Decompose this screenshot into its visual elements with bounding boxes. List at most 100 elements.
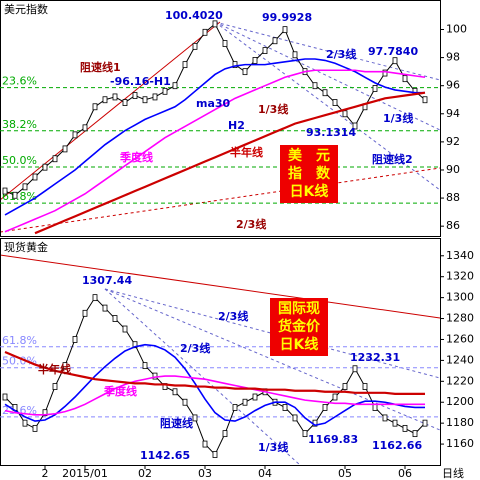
candle xyxy=(282,404,288,411)
candle xyxy=(412,430,418,438)
candle xyxy=(182,398,188,406)
annotation: 2/3线 xyxy=(218,309,248,323)
annotation: 季度线 xyxy=(103,384,137,398)
panel-title: 现货黄金 xyxy=(4,240,48,254)
candle xyxy=(72,336,78,343)
candle xyxy=(212,20,218,28)
x-tick-label: 2 xyxy=(42,467,49,480)
candle xyxy=(172,388,178,396)
candle xyxy=(252,57,258,64)
candle xyxy=(242,398,248,406)
y-tick-label: 1240 xyxy=(446,353,474,366)
fib-label: 50.0% xyxy=(2,355,37,368)
y-tick-label: 1260 xyxy=(446,332,474,345)
candle xyxy=(342,110,348,118)
candle xyxy=(172,82,178,90)
candle xyxy=(202,440,208,448)
y-tick-label: 1300 xyxy=(446,291,474,304)
candle xyxy=(22,183,28,191)
candle xyxy=(142,96,148,104)
candle xyxy=(92,294,98,302)
annotation: H2 xyxy=(228,119,245,132)
candle xyxy=(22,419,28,427)
candle xyxy=(372,404,378,411)
annotation: -96.16-H1 xyxy=(110,75,171,88)
x-tick-label: 04 xyxy=(258,467,272,480)
annotation: 半年线 xyxy=(230,145,263,159)
candle xyxy=(32,424,38,432)
annotation: 1142.65 xyxy=(140,449,190,462)
bottom-panel-frame xyxy=(0,238,441,466)
candle xyxy=(402,75,408,83)
annotation: 100.4020 xyxy=(165,9,223,22)
y-tick-label: 92 xyxy=(446,135,460,148)
candle xyxy=(12,191,18,199)
candle xyxy=(222,430,228,438)
candle xyxy=(242,68,248,76)
candle xyxy=(392,419,398,427)
candle xyxy=(112,93,118,101)
annotation: 1/3线 xyxy=(258,102,288,116)
candle xyxy=(132,92,138,99)
candle xyxy=(362,383,368,390)
candle xyxy=(252,393,258,401)
annotation: 2/3线 xyxy=(236,217,266,231)
candle xyxy=(112,315,118,322)
annotation: 1232.31 xyxy=(350,351,400,364)
candle xyxy=(192,42,198,50)
candle xyxy=(182,61,188,69)
candle xyxy=(352,365,358,373)
x-tick-label: 2015/01 xyxy=(62,467,108,480)
annotation: 半年线 xyxy=(38,362,71,376)
fib-label: 23.6% xyxy=(2,75,37,88)
y-tick-label: 88 xyxy=(446,191,460,204)
candle xyxy=(2,187,8,195)
candle xyxy=(192,414,198,422)
annotation: 阻速线1 xyxy=(80,60,121,74)
annotation: 2/3线 xyxy=(326,47,356,61)
box-text: 日K线 xyxy=(280,336,319,353)
box-text: 货金价 xyxy=(277,318,321,335)
candle xyxy=(342,383,348,390)
candle xyxy=(352,122,358,130)
annotation: 1/3线 xyxy=(383,111,413,125)
annotation: ma30 xyxy=(196,97,231,110)
candle xyxy=(32,173,38,181)
candle xyxy=(82,124,88,132)
candle xyxy=(102,96,108,104)
candle xyxy=(42,163,48,171)
y-tick-label: 96 xyxy=(446,79,460,92)
box-text: 美 元 xyxy=(288,147,330,164)
x-tick-label: 03 xyxy=(198,467,212,480)
y-tick-label: 100 xyxy=(446,23,467,36)
y-tick-label: 1320 xyxy=(446,270,474,283)
annotation: 2/3线 xyxy=(180,341,210,355)
candle xyxy=(132,341,138,349)
candle xyxy=(422,96,428,104)
x-tick-label: 05 xyxy=(338,467,352,480)
candle xyxy=(302,430,308,438)
candle xyxy=(122,99,128,106)
candle xyxy=(42,409,48,417)
annotation: 99.9928 xyxy=(262,11,312,24)
candle xyxy=(392,57,398,65)
candle xyxy=(332,393,338,401)
candle xyxy=(2,393,8,401)
series-line xyxy=(4,58,425,216)
y-tick-label: 1280 xyxy=(446,312,474,325)
candle xyxy=(152,372,158,380)
x-axis-label: 日线 xyxy=(442,466,464,480)
candle xyxy=(382,414,388,422)
y-tick-label: 1220 xyxy=(446,374,474,387)
title-box xyxy=(270,298,328,356)
fib-label: 61.8% xyxy=(2,334,37,347)
candle xyxy=(322,89,328,97)
candle xyxy=(312,82,318,90)
candle xyxy=(52,383,58,390)
candle xyxy=(372,85,378,92)
candle xyxy=(232,404,238,411)
series-line xyxy=(34,91,426,235)
candle xyxy=(162,87,168,95)
